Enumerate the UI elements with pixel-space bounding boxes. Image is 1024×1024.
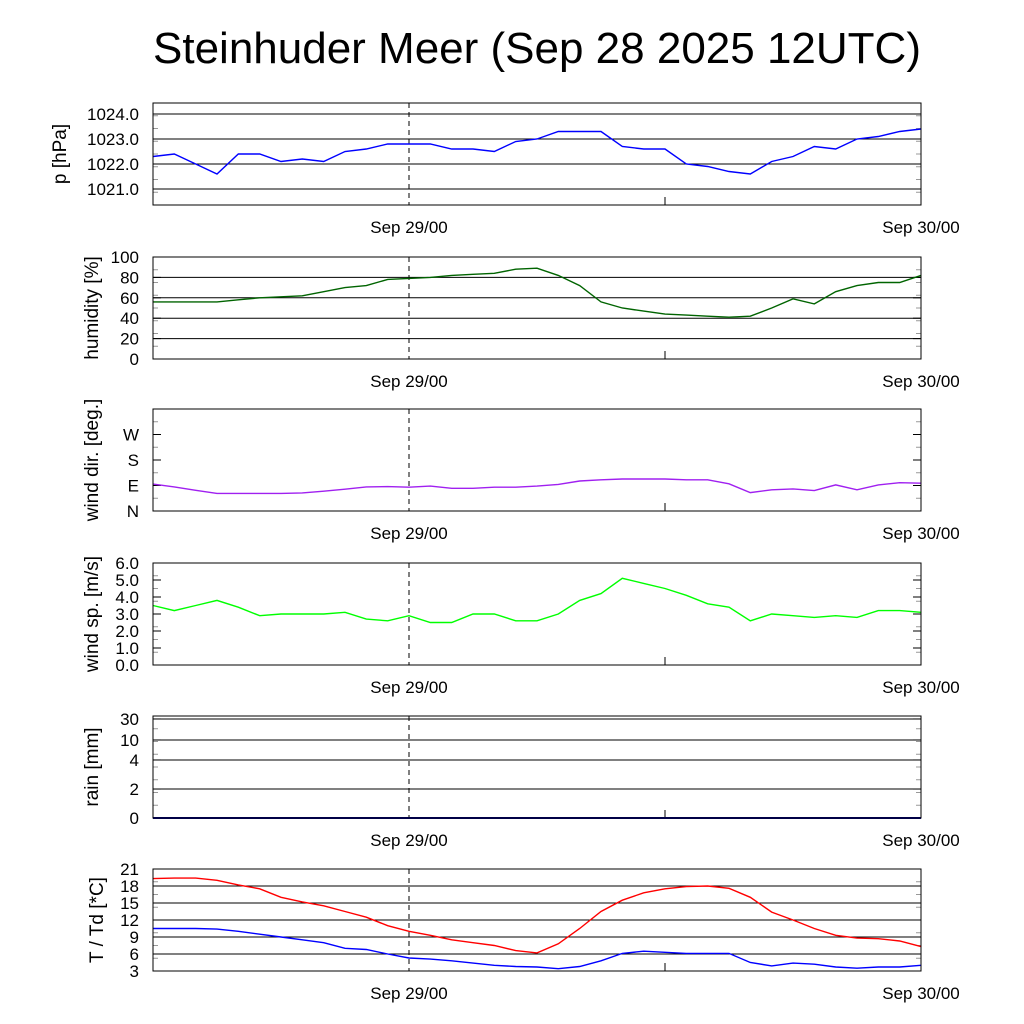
series-line-humidity (153, 267, 922, 318)
y-tick-label: 3.0 (115, 605, 139, 624)
plot-frame (152, 562, 922, 666)
y-axis-label: p [hPa] (50, 124, 71, 184)
y-tick-label: W (123, 426, 139, 445)
y-tick-label: E (128, 477, 139, 496)
y-tick-label: 0 (130, 809, 139, 828)
y-tick-label: 1022.0 (87, 155, 139, 174)
y-tick-label: 4.0 (115, 588, 139, 607)
y-axis-label: humidity [%] (82, 256, 103, 359)
y-tick-label: 21 (120, 860, 139, 879)
series-line-t (152, 877, 922, 954)
y-tick-label: 12 (120, 911, 139, 930)
y-tick-label: 6.0 (115, 554, 139, 573)
x-tick-label: Sep 30/00 (882, 218, 960, 237)
y-tick-label: 0 (130, 350, 139, 369)
y-tick-label: 4 (130, 751, 139, 770)
y-axis-label: wind sp. [m/s] (82, 556, 103, 673)
plot-frame (152, 256, 922, 360)
y-tick-label: 20 (120, 330, 139, 349)
x-tick-label: Sep 29/00 (370, 524, 448, 543)
y-tick-label: 2.0 (115, 622, 139, 641)
y-tick-label: 100 (111, 248, 139, 267)
plot-frame (152, 715, 922, 819)
y-tick-label: 1.0 (115, 639, 139, 658)
y-tick-label: 1024.0 (87, 105, 139, 124)
series-line-wind-speed (152, 577, 922, 624)
y-tick-label: 15 (120, 894, 139, 913)
series-line-pressure (152, 128, 922, 175)
x-tick-label: Sep 29/00 (370, 678, 448, 697)
y-tick-label: N (127, 502, 139, 521)
x-tick-label: Sep 29/00 (370, 218, 448, 237)
plot-frame (152, 868, 922, 972)
series-line-wind-direction (152, 478, 922, 495)
panel-rain: 30 104 2 0 rain [mm] Sep 29/00 Sep 30/00 (82, 710, 960, 850)
y-tick-label: 30 (120, 710, 139, 729)
x-tick-label: Sep 30/00 (882, 984, 960, 1003)
y-tick-label: 5.0 (115, 571, 139, 590)
y-axis-label: rain [mm] (82, 727, 103, 806)
y-tick-label: 9 (130, 928, 139, 947)
x-tick-label: Sep 30/00 (882, 524, 960, 543)
panel-pressure: 1024.0 1023.0 1022.0 1021.0 p [hPa] Sep 29/00… (50, 102, 960, 237)
y-tick-label: S (128, 451, 139, 470)
y-tick-label: 3 (130, 962, 139, 981)
y-tick-label: 80 (120, 268, 139, 287)
y-tick-label: 0.0 (115, 656, 139, 675)
x-tick-label: Sep 29/00 (370, 831, 448, 850)
plot-frame (152, 102, 922, 206)
y-tick-label: 1023.0 (87, 130, 139, 149)
y-tick-label: 2 (130, 780, 139, 799)
y-tick-label: 1021.0 (87, 180, 139, 199)
y-tick-label: 40 (120, 309, 139, 328)
panel-wind_speed: 6.05.04.03.02.01.00.0 wind sp. [m/s] Sep 2… (82, 554, 960, 697)
x-tick-label: Sep 29/00 (370, 984, 448, 1003)
y-tick-label: 6 (130, 945, 139, 964)
y-tick-label: 18 (120, 877, 139, 896)
x-tick-label: Sep 29/00 (370, 372, 448, 391)
y-axis-label: T / Td [*C] (87, 877, 108, 963)
x-tick-label: Sep 30/00 (882, 678, 960, 697)
x-tick-label: Sep 30/00 (882, 372, 960, 391)
y-tick-label: 60 (120, 289, 139, 308)
x-tick-label: Sep 30/00 (882, 831, 960, 850)
chart-title: Steinhuder Meer (Sep 28 2025 12UTC) (153, 24, 921, 73)
y-axis-label: wind dir. [deg.] (82, 399, 103, 523)
y-tick-label: 10 (120, 731, 139, 750)
series-line-td (153, 927, 922, 970)
plot-frame (152, 408, 922, 512)
